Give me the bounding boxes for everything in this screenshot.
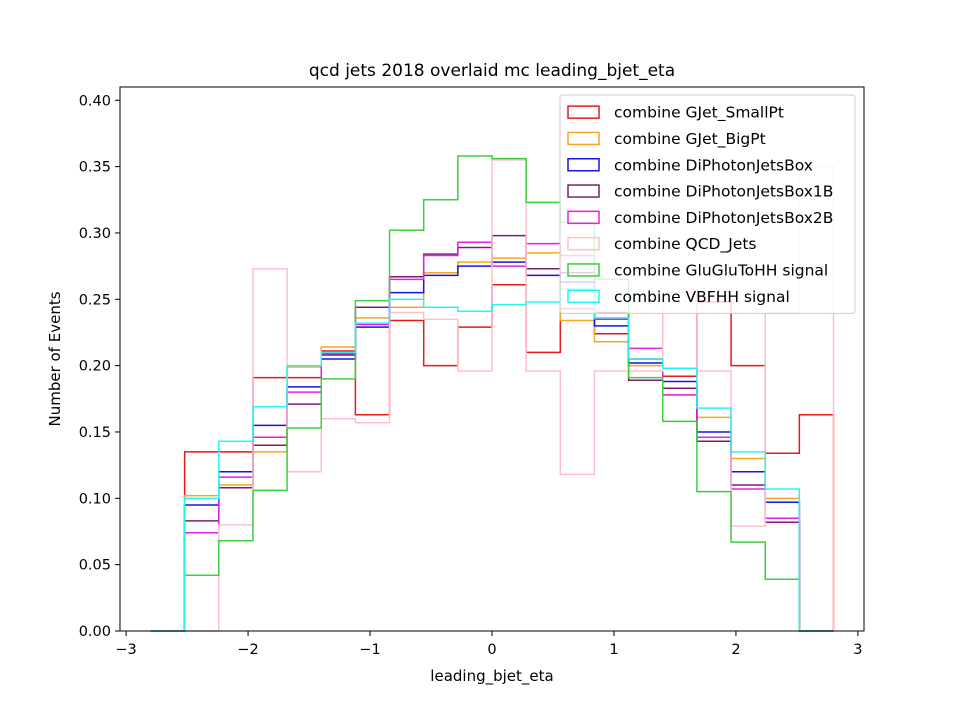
y-tick-label: 0.05 xyxy=(79,558,111,574)
legend-label-7: combine VBFHH signal xyxy=(614,288,790,306)
legend-swatch-4 xyxy=(567,210,600,225)
x-tick-label: 2 xyxy=(731,642,740,658)
legend-swatch-5 xyxy=(567,236,600,251)
legend-label-6: combine GluGluToHH signal xyxy=(614,261,828,279)
y-tick-label: 0.15 xyxy=(79,425,111,441)
x-tick-label: −2 xyxy=(237,642,258,658)
legend-swatch-6 xyxy=(567,263,600,277)
y-tick-label: 0.25 xyxy=(79,292,111,308)
legend-label-4: combine DiPhotonJetsBox2B xyxy=(614,209,833,227)
legend-swatch-7 xyxy=(567,289,600,303)
series-line-5 xyxy=(150,159,835,632)
legend-swatch-3 xyxy=(567,184,600,198)
chart-title: qcd jets 2018 overlaid mc leading_bjet_e… xyxy=(309,61,675,81)
legend-swatch-1 xyxy=(567,131,600,146)
x-tick-label: 3 xyxy=(853,642,862,658)
legend-label-1: combine GJet_BigPt xyxy=(614,130,766,149)
legend-label-0: combine GJet_SmallPt xyxy=(614,104,784,123)
legend-label-3: combine DiPhotonJetsBox1B xyxy=(614,183,833,201)
x-tick-label: −3 xyxy=(115,642,136,658)
legend-swatch-0 xyxy=(567,105,600,119)
legend-label-2: combine DiPhotonJetsBox xyxy=(614,156,813,174)
legend-box xyxy=(559,94,856,314)
x-tick-label: 1 xyxy=(609,642,618,658)
y-tick-label: 0.35 xyxy=(79,160,111,176)
y-tick-label: 0.20 xyxy=(79,359,111,375)
series-line-6 xyxy=(150,155,834,632)
axes-layer: −3 −2 −1 0 1 2 3 0.00 0.05 0.10 0.15 0.20 0.25 0.30 0.… xyxy=(79,86,865,658)
y-tick-label: 0.10 xyxy=(79,491,111,507)
x-axis-label: leading_bjet_eta xyxy=(430,667,553,686)
x-tick-label: 0 xyxy=(487,642,496,658)
series-line-7 xyxy=(150,287,834,632)
x-tick-label: −1 xyxy=(359,642,380,658)
y-axis-label: Number of Events xyxy=(46,291,64,426)
legend-swatch-2 xyxy=(567,158,600,172)
legend-label-5: combine QCD_Jets xyxy=(614,235,757,254)
y-tick-label: 0.00 xyxy=(79,624,111,640)
y-tick-label: 0.30 xyxy=(79,226,111,242)
y-tick-label: 0.40 xyxy=(79,93,111,109)
series-layer xyxy=(150,155,835,632)
